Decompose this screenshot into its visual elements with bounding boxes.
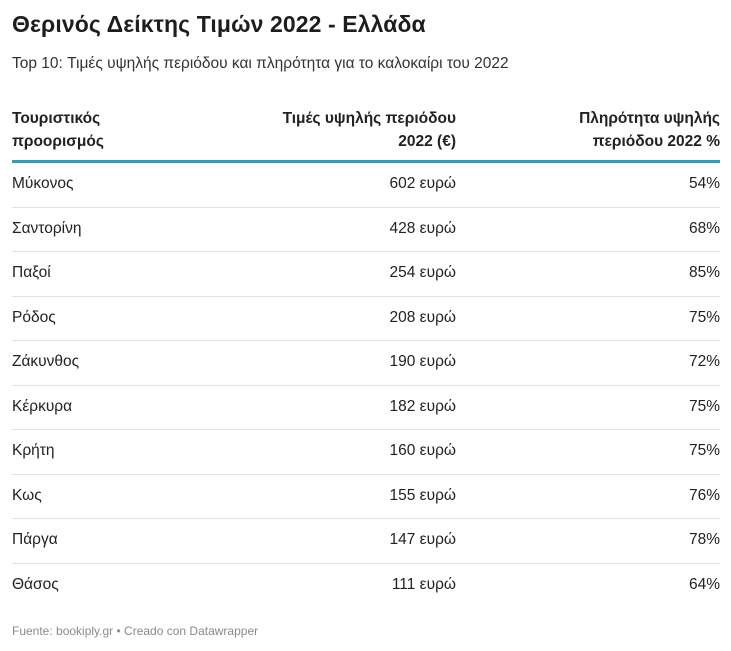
cell-price: 190 ευρώ (389, 353, 456, 370)
cell-occupancy: 54% (688, 175, 720, 192)
cell-price: 182 ευρώ (389, 397, 456, 415)
table-row: Μύκονος 602 ευρώ 54% (12, 163, 720, 208)
cell-occupancy: 75% (688, 397, 720, 415)
source-footer: Fuente: bookiply.gr • Creado con Datawra… (12, 624, 259, 638)
table-row: Ζάκυνθος 190 ευρώ 72% (12, 341, 720, 386)
cell-occupancy: 68% (688, 219, 720, 237)
cell-price: 602 ευρώ (389, 175, 456, 192)
cell-price: 155 ευρώ (389, 486, 456, 504)
cell-destination: Κέρκυρα (12, 397, 73, 415)
cell-destination: Μύκονος (12, 175, 74, 192)
chart-subtitle: Top 10: Τιμές υψηλής περιόδου και πληρότ… (12, 55, 509, 72)
cell-price: 147 ευρώ (389, 531, 456, 548)
column-header-price: Τιμές υψηλής περιόδου 2022 (€) (282, 110, 456, 150)
table-row: Παξοί 254 ευρώ 85% (12, 252, 720, 297)
cell-destination: Θάσος (12, 575, 59, 593)
cell-price: 111 ευρώ (391, 575, 456, 593)
table-row: Ρόδος 208 ευρώ 75% (12, 297, 720, 341)
column-header-destination: Τουριστικός προορισμός (12, 110, 104, 150)
cell-occupancy: 72% (688, 353, 720, 370)
table-row: Κως 155 ευρώ 76% (12, 475, 720, 519)
cell-occupancy: 78% (688, 531, 720, 548)
table-body: Μύκονος 602 ευρώ 54% Σαντορίνη 428 ευρώ 68% Πα… (12, 163, 720, 607)
cell-destination: Ζάκυνθος (12, 353, 80, 370)
table-row: Θάσος 111 ευρώ 64% (12, 564, 720, 608)
table-row: Κέρκυρα 182 ευρώ 75% (12, 386, 720, 430)
cell-occupancy: 85% (688, 264, 720, 281)
cell-price: 428 ευρώ (389, 219, 456, 237)
cell-price: 160 ευρώ (389, 442, 456, 459)
cell-price: 254 ευρώ (389, 264, 456, 281)
table-row: Κρήτη 160 ευρώ 75% (12, 430, 720, 475)
cell-occupancy: 75% (688, 308, 720, 326)
cell-occupancy: 76% (688, 486, 720, 504)
cell-occupancy: 75% (688, 442, 720, 459)
cell-destination: Κως (12, 486, 42, 504)
cell-occupancy: 64% (688, 575, 720, 593)
table-row: Πάργα 147 ευρώ 78% (12, 519, 720, 564)
cell-destination: Ρόδος (12, 308, 56, 326)
cell-destination: Παξοί (12, 264, 51, 281)
table-row: Σαντορίνη 428 ευρώ 68% (12, 208, 720, 252)
table-header: Τουριστικός προορισμός Τιμές υψηλής περιό… (12, 105, 720, 163)
column-header-occupancy: Πληρότητα υψηλής περιόδου 2022 % (579, 110, 720, 150)
data-table: Τουριστικός προορισμός Τιμές υψηλής περιό… (12, 105, 720, 607)
cell-destination: Πάργα (12, 531, 58, 548)
cell-destination: Κρήτη (12, 442, 55, 459)
chart-title: Θερινός Δείκτης Τιμών 2022 - Ελλάδα (12, 11, 426, 37)
cell-destination: Σαντορίνη (12, 219, 82, 237)
cell-price: 208 ευρώ (389, 308, 456, 326)
